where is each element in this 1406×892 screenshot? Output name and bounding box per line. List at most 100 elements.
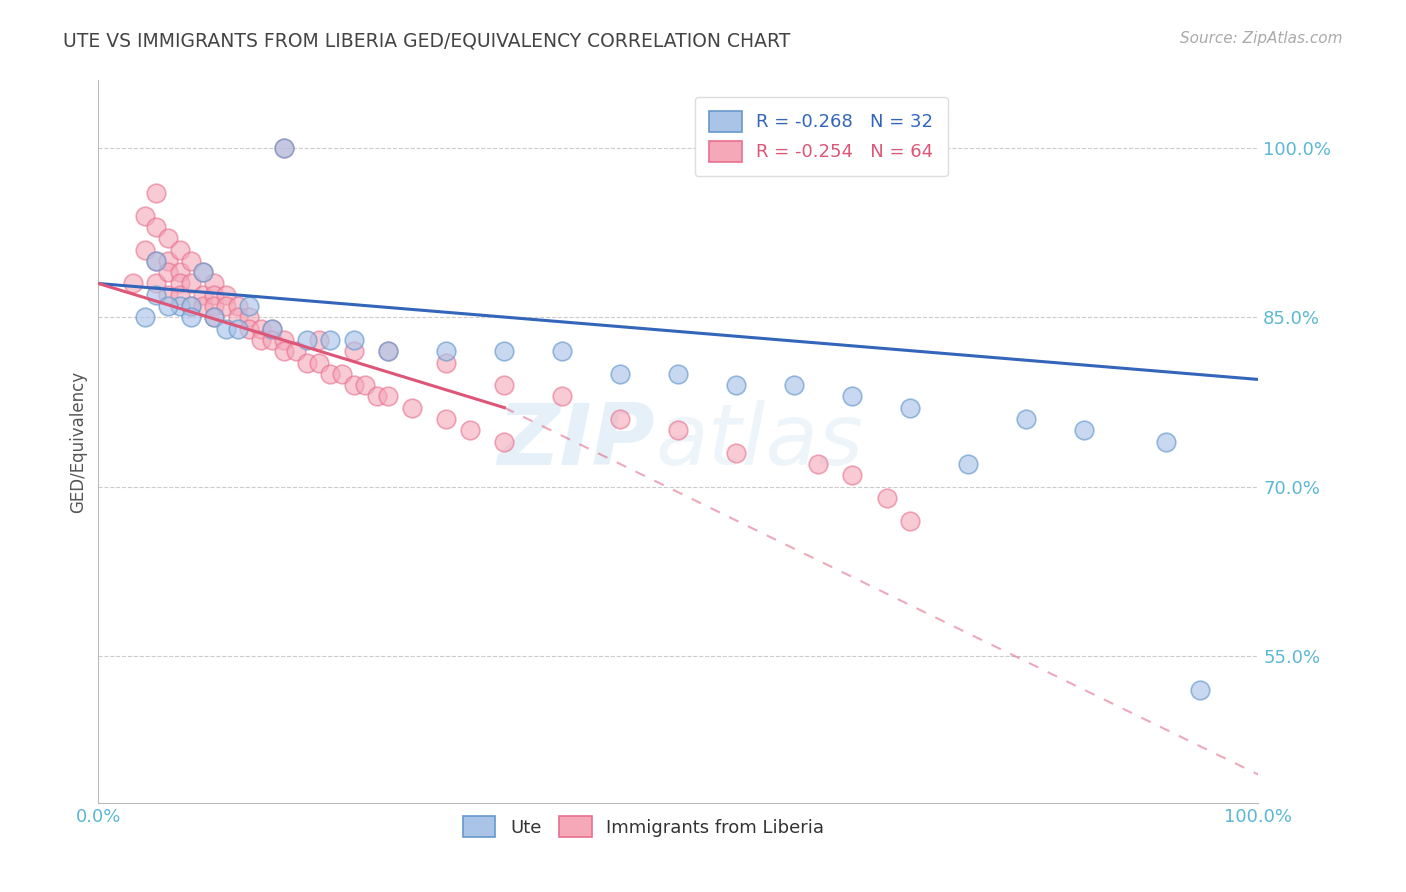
Point	[273, 333, 295, 347]
Point	[204, 299, 226, 313]
Point	[238, 310, 260, 325]
Point	[145, 287, 167, 301]
Point	[841, 468, 863, 483]
Point	[319, 367, 342, 381]
Point	[876, 491, 898, 505]
Point	[609, 412, 631, 426]
Point	[145, 220, 167, 235]
Point	[1154, 434, 1177, 449]
Point	[494, 378, 516, 392]
Point	[725, 446, 748, 460]
Point	[354, 378, 377, 392]
Point	[157, 265, 180, 279]
Point	[377, 344, 399, 359]
Point	[204, 310, 226, 325]
Point	[215, 287, 238, 301]
Point	[145, 277, 167, 291]
Point	[180, 310, 202, 325]
Point	[122, 277, 145, 291]
Point	[494, 344, 516, 359]
Point	[343, 333, 366, 347]
Point	[180, 299, 202, 313]
Point	[725, 378, 748, 392]
Point	[666, 367, 689, 381]
Point	[250, 333, 273, 347]
Point	[297, 355, 319, 369]
Point	[145, 253, 167, 268]
Point	[169, 277, 191, 291]
Point	[180, 277, 202, 291]
Text: UTE VS IMMIGRANTS FROM LIBERIA GED/EQUIVALENCY CORRELATION CHART: UTE VS IMMIGRANTS FROM LIBERIA GED/EQUIV…	[63, 31, 790, 50]
Point	[191, 299, 214, 313]
Point	[273, 141, 295, 155]
Point	[134, 310, 156, 325]
Point	[238, 299, 260, 313]
Point	[343, 378, 366, 392]
Point	[191, 265, 214, 279]
Point	[957, 457, 980, 471]
Point	[494, 434, 516, 449]
Point	[262, 321, 284, 335]
Point	[1189, 682, 1212, 697]
Point	[297, 333, 319, 347]
Point	[436, 412, 458, 426]
Point	[841, 389, 863, 403]
Point	[226, 299, 249, 313]
Point	[319, 333, 342, 347]
Point	[226, 321, 249, 335]
Point	[609, 367, 631, 381]
Point	[343, 344, 366, 359]
Point	[436, 344, 458, 359]
Point	[366, 389, 388, 403]
Point	[273, 141, 295, 155]
Point	[436, 355, 458, 369]
Point	[134, 243, 156, 257]
Point	[273, 344, 295, 359]
Point	[900, 514, 922, 528]
Point	[262, 321, 284, 335]
Legend: Ute, Immigrants from Liberia: Ute, Immigrants from Liberia	[456, 809, 831, 845]
Point	[145, 186, 167, 201]
Point	[330, 367, 353, 381]
Point	[215, 299, 238, 313]
Text: ZIP: ZIP	[498, 400, 655, 483]
Point	[157, 287, 180, 301]
Point	[250, 321, 273, 335]
Point	[807, 457, 830, 471]
Point	[783, 378, 806, 392]
Point	[180, 299, 202, 313]
Point	[308, 355, 330, 369]
Point	[169, 265, 191, 279]
Point	[204, 310, 226, 325]
Point	[458, 423, 481, 437]
Point	[215, 321, 238, 335]
Point	[204, 287, 226, 301]
Point	[284, 344, 307, 359]
Point	[377, 389, 399, 403]
Point	[262, 333, 284, 347]
Point	[191, 287, 214, 301]
Point	[551, 389, 574, 403]
Point	[377, 344, 399, 359]
Point	[145, 253, 167, 268]
Point	[238, 321, 260, 335]
Y-axis label: GED/Equivalency: GED/Equivalency	[69, 370, 87, 513]
Point	[157, 253, 180, 268]
Point	[157, 299, 180, 313]
Text: Source: ZipAtlas.com: Source: ZipAtlas.com	[1180, 31, 1343, 46]
Point	[308, 333, 330, 347]
Point	[666, 423, 689, 437]
Point	[180, 253, 202, 268]
Point	[204, 277, 226, 291]
Point	[157, 231, 180, 245]
Point	[191, 265, 214, 279]
Point	[134, 209, 156, 223]
Point	[226, 310, 249, 325]
Point	[900, 401, 922, 415]
Point	[1073, 423, 1095, 437]
Point	[169, 287, 191, 301]
Point	[551, 344, 574, 359]
Point	[401, 401, 423, 415]
Point	[1015, 412, 1038, 426]
Point	[169, 299, 191, 313]
